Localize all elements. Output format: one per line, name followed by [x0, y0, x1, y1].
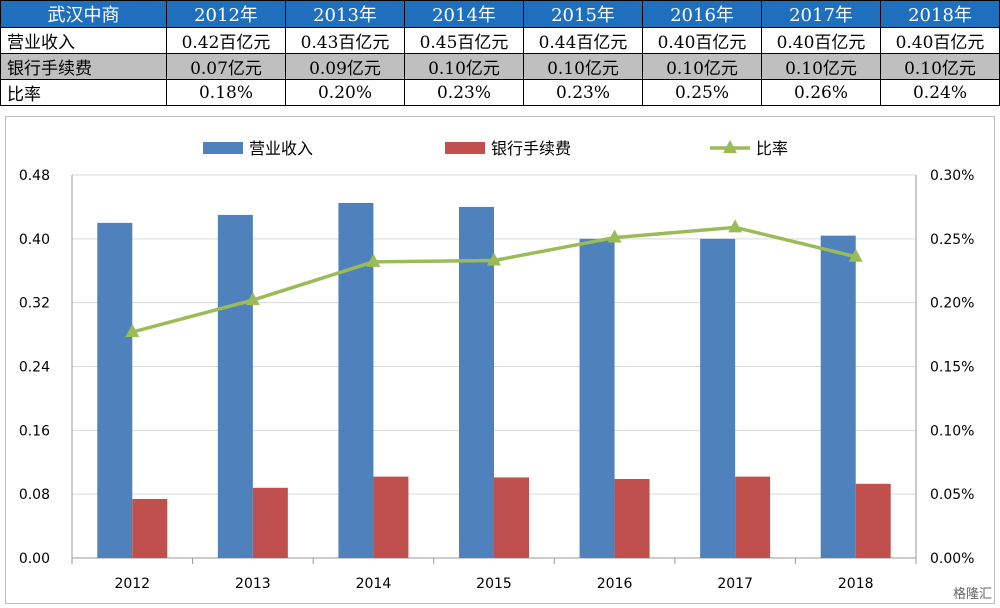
y-left-tick-label: 0.48 [19, 168, 50, 184]
bar-bank-fee [373, 476, 409, 558]
chart-frame [5, 116, 995, 604]
table-cell: 0.43百亿元 [285, 27, 405, 54]
table-cell: 0.40百亿元 [761, 27, 881, 54]
legend-swatch [203, 142, 243, 154]
y-right-tick-label: 0.30% [930, 168, 974, 184]
x-tick-label: 2015 [476, 576, 512, 592]
bar-bank-fee [855, 483, 891, 558]
bar-revenue [97, 222, 133, 558]
table-cell: 0.42百亿元 [166, 27, 286, 54]
table-cell: 0.44百亿元 [523, 27, 643, 54]
y-right-tick-label: 0.00% [930, 551, 974, 567]
table-cell: 0.23% [404, 79, 524, 106]
x-tick-label: 2017 [717, 576, 753, 592]
ratio-marker [366, 253, 381, 267]
legend-label: 营业收入 [249, 139, 313, 158]
ratio-marker [125, 324, 140, 338]
table-cell: 0.24% [880, 79, 1000, 106]
table-cell: 0.10亿元 [880, 53, 1000, 80]
bar-bank-fee [132, 498, 168, 558]
bar-bank-fee [252, 487, 288, 558]
table-cell: 0.25% [642, 79, 762, 106]
y-right-tick-label: 0.20% [930, 296, 974, 312]
y-left-tick-label: 0.00 [19, 551, 50, 567]
bar-revenue [217, 214, 253, 559]
bar-revenue [820, 235, 856, 558]
ratio-marker [245, 292, 260, 306]
ratio-marker [848, 248, 863, 262]
table-cell: 0.09亿元 [285, 53, 405, 80]
bar-bank-fee [494, 477, 529, 558]
bar-revenue [579, 238, 615, 559]
year-header: 2014年 [404, 0, 524, 28]
y-right-tick-label: 0.05% [930, 487, 974, 503]
table-row: 比率 0.18% 0.20% 0.23% 0.23% 0.25% 0.26% 0… [0, 79, 1000, 106]
row-label: 比率 [0, 79, 167, 106]
legend-label: 比率 [756, 139, 788, 158]
bar-revenue [338, 202, 374, 559]
x-tick-label: 2018 [838, 576, 874, 592]
x-tick-label: 2014 [356, 576, 392, 592]
data-table: 武汉中商 2012年 2013年 2014年 2015年 2016年 2017年… [0, 0, 1000, 106]
table-row: 营业收入 0.42百亿元 0.43百亿元 0.45百亿元 0.44百亿元 0.4… [0, 27, 1000, 54]
y-left-tick-label: 0.24 [19, 360, 50, 376]
table-cell: 0.40百亿元 [642, 27, 762, 54]
ratio-marker [487, 252, 501, 266]
table-cell: 0.10亿元 [523, 53, 643, 80]
table-cell: 0.18% [166, 79, 286, 106]
year-header: 2016年 [642, 0, 762, 28]
x-tick-label: 2013 [235, 576, 271, 592]
year-header: 2018年 [880, 0, 1000, 28]
table-row: 银行手续费 0.07亿元 0.09亿元 0.10亿元 0.10亿元 0.10亿元… [0, 53, 1000, 80]
ratio-marker [607, 229, 622, 243]
table-cell: 0.20% [285, 79, 405, 106]
table-corner: 武汉中商 [0, 0, 167, 28]
watermark: 格隆汇 [952, 587, 992, 602]
legend-label: 银行手续费 [491, 139, 571, 158]
ratio-marker [728, 219, 743, 233]
table-cell: 0.23% [523, 79, 643, 106]
y-left-tick-label: 0.16 [19, 423, 50, 439]
y-right-tick-label: 0.15% [930, 360, 974, 376]
table-cell: 0.07亿元 [166, 53, 286, 80]
row-label: 营业收入 [0, 27, 167, 54]
year-header: 2017年 [761, 0, 881, 28]
y-right-tick-label: 0.10% [930, 423, 974, 439]
table-cell: 0.10亿元 [404, 53, 524, 80]
year-header: 2015年 [523, 0, 643, 28]
table-cell: 0.26% [761, 79, 881, 106]
y-left-tick-label: 0.32 [19, 296, 50, 312]
x-tick-label: 2016 [597, 576, 633, 592]
table-cell: 0.10亿元 [642, 53, 762, 80]
y-left-tick-label: 0.08 [19, 487, 50, 503]
bar-revenue [700, 238, 736, 559]
y-right-tick-label: 0.25% [930, 232, 974, 248]
bar-bank-fee [614, 479, 650, 558]
y-left-tick-label: 0.40 [19, 232, 50, 248]
legend-swatch [445, 142, 485, 154]
table-cell: 0.40百亿元 [880, 27, 1000, 54]
x-tick-label: 2012 [114, 576, 150, 592]
table-cell: 0.10亿元 [761, 53, 881, 80]
bar-bank-fee [735, 476, 771, 558]
table-header-row: 武汉中商 2012年 2013年 2014年 2015年 2016年 2017年… [0, 0, 1000, 28]
legend-marker [723, 140, 737, 153]
